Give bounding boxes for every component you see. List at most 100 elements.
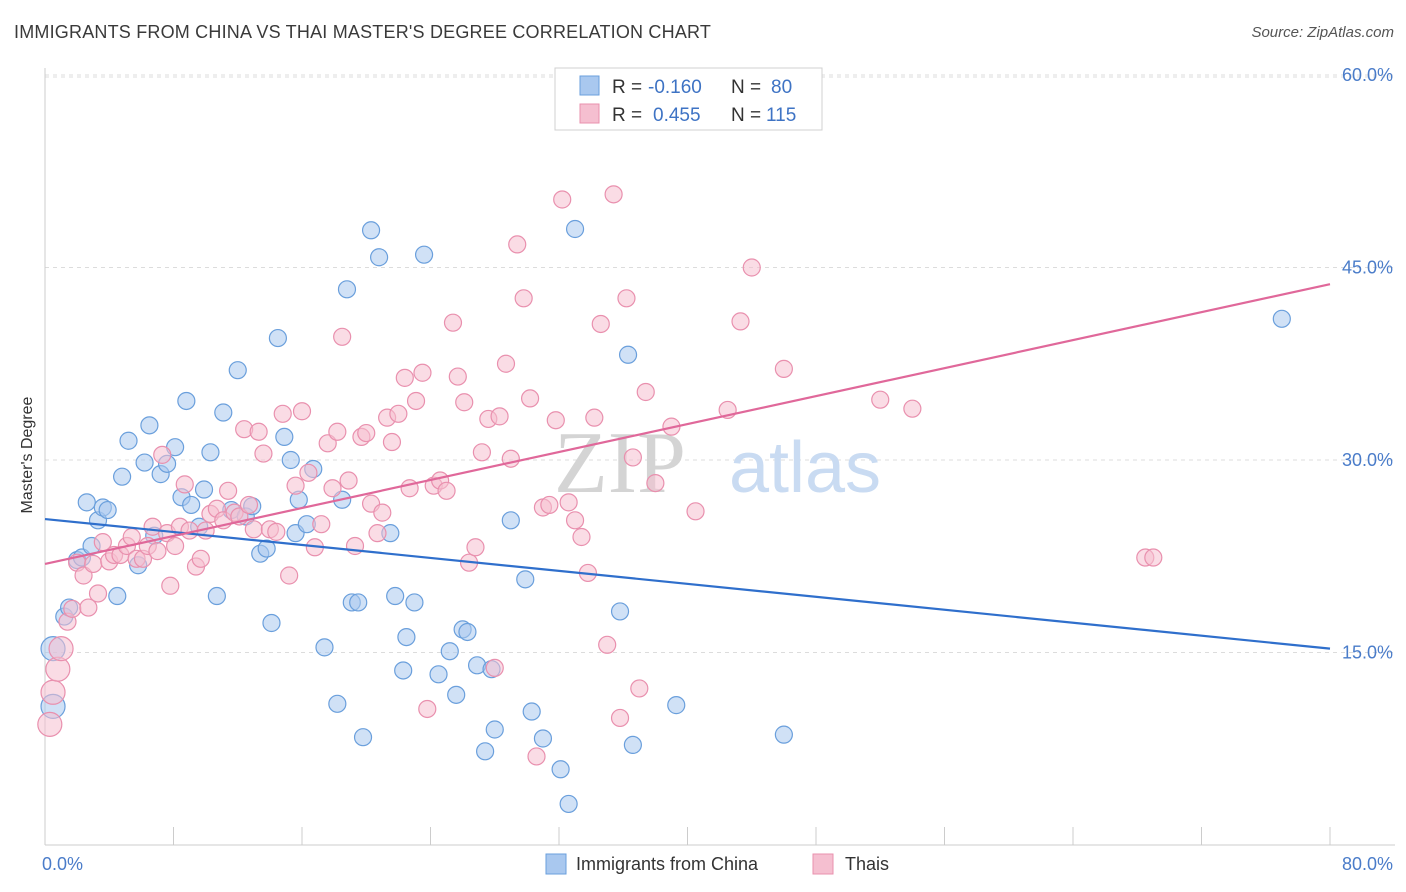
- y-tick-label-1: 30.0%: [1342, 450, 1393, 470]
- thais-point-108: [686, 502, 705, 521]
- thais-point-40: [244, 520, 263, 539]
- thais-point-74: [443, 313, 463, 332]
- thais-point-45: [273, 404, 292, 423]
- thais-point-5: [63, 599, 82, 618]
- chart-title: IMMIGRANTS FROM CHINA VS THAI MASTER'S D…: [14, 22, 712, 42]
- thais-point-111: [742, 258, 761, 277]
- series-thais: [37, 185, 1163, 766]
- thais-point-98: [591, 314, 610, 334]
- thais-point-110: [731, 312, 750, 331]
- trend-lines: [44, 283, 1331, 650]
- china-point-10: [98, 500, 117, 520]
- thais-point-76: [455, 393, 474, 412]
- china-point-36: [268, 328, 288, 348]
- china-point-74: [610, 602, 630, 621]
- tick-labels: 15.0% 30.0% 45.0% 60.0% 0.0% 80.0%: [42, 65, 1393, 874]
- thais-point-59: [357, 423, 376, 443]
- thais-point-102: [617, 289, 636, 308]
- thais-point-82: [490, 407, 509, 426]
- china-point-66: [485, 720, 504, 739]
- thais-point-112: [774, 359, 793, 378]
- thais-point-62: [373, 503, 392, 522]
- thais-point-68: [406, 391, 426, 411]
- thais-point-1: [40, 679, 66, 705]
- china-point-62: [458, 622, 477, 642]
- y-tick-label-0: 15.0%: [1342, 643, 1393, 663]
- china-point-76: [623, 735, 642, 755]
- china-point-12: [112, 467, 132, 486]
- thais-point-35: [219, 481, 238, 500]
- thais-point-114: [903, 399, 922, 418]
- china-point-54: [394, 661, 413, 680]
- bottom-legend-swatch-blue: [545, 853, 567, 875]
- thais-point-95: [572, 527, 591, 547]
- china-point-25: [194, 480, 214, 499]
- thais-point-75: [448, 367, 467, 386]
- y-tick-label-3: 60.0%: [1342, 65, 1393, 85]
- china-point-11: [108, 586, 127, 606]
- thais-point-99: [598, 635, 617, 654]
- thais-point-48: [292, 402, 312, 421]
- china-point-23: [182, 495, 201, 515]
- legend-n-value-2: 115: [766, 105, 796, 126]
- china-point-44: [328, 694, 347, 713]
- legend-box: R = -0.160 N = 80 R = 0.455 N = 115: [554, 67, 823, 131]
- thais-point-88: [527, 747, 546, 766]
- thais-point-3: [48, 636, 74, 662]
- china-point-67: [501, 511, 520, 530]
- thais-point-39: [239, 495, 259, 515]
- thais-point-113: [871, 390, 890, 409]
- thais-point-10: [88, 584, 108, 603]
- thais-point-104: [630, 679, 649, 698]
- china-point-43: [315, 638, 334, 657]
- china-point-35: [262, 613, 281, 633]
- thais-point-116: [1144, 548, 1163, 567]
- china-point-78: [774, 725, 793, 744]
- thais-point-73: [437, 481, 456, 500]
- china-point-57: [414, 245, 434, 264]
- china-point-15: [135, 453, 154, 472]
- thais-point-83: [496, 354, 516, 373]
- legend-r-value-1: -0.160: [648, 77, 702, 98]
- thais-point-51: [312, 515, 331, 534]
- thais-point-92: [553, 190, 572, 209]
- china-point-56: [405, 593, 424, 612]
- thais-point-25: [166, 536, 185, 556]
- china-point-73: [565, 219, 585, 239]
- thais-point-90: [540, 495, 559, 515]
- china-point-69: [522, 702, 541, 721]
- china-point-79: [1272, 309, 1291, 328]
- china-point-26: [201, 443, 220, 462]
- thais-point-93: [559, 493, 578, 512]
- thais-point-46: [280, 566, 299, 585]
- china-point-22: [177, 391, 196, 411]
- thais-point-22: [153, 445, 172, 464]
- china-point-49: [353, 728, 373, 747]
- china-point-37: [275, 427, 294, 446]
- thais-point-101: [610, 708, 630, 728]
- china-point-16: [140, 416, 159, 435]
- thais-point-81: [485, 658, 504, 678]
- bottom-legend-label-china: Immigrants from China: [576, 854, 759, 874]
- legend-n-value-1: 80: [771, 77, 792, 98]
- thais-point-44: [267, 522, 286, 541]
- thais-point-47: [286, 476, 305, 495]
- thais-point-53: [323, 479, 342, 498]
- china-point-55: [397, 627, 416, 647]
- china-point-27: [207, 586, 226, 606]
- china-point-75: [618, 345, 638, 364]
- thais-point-27: [175, 475, 194, 494]
- thais-point-55: [333, 327, 352, 346]
- china-point-58: [429, 665, 448, 684]
- china-point-59: [440, 642, 459, 661]
- thais-point-105: [636, 382, 655, 402]
- thais-point-78: [466, 538, 485, 557]
- source-credit: Source: ZipAtlas.com: [1251, 24, 1394, 41]
- legend-r-label-1: R =: [612, 77, 642, 98]
- china-point-38: [281, 450, 300, 470]
- china-point-28: [214, 403, 233, 422]
- thais-point-30: [191, 549, 210, 568]
- china-point-77: [667, 696, 686, 715]
- watermark: ZIP atlas: [554, 415, 881, 512]
